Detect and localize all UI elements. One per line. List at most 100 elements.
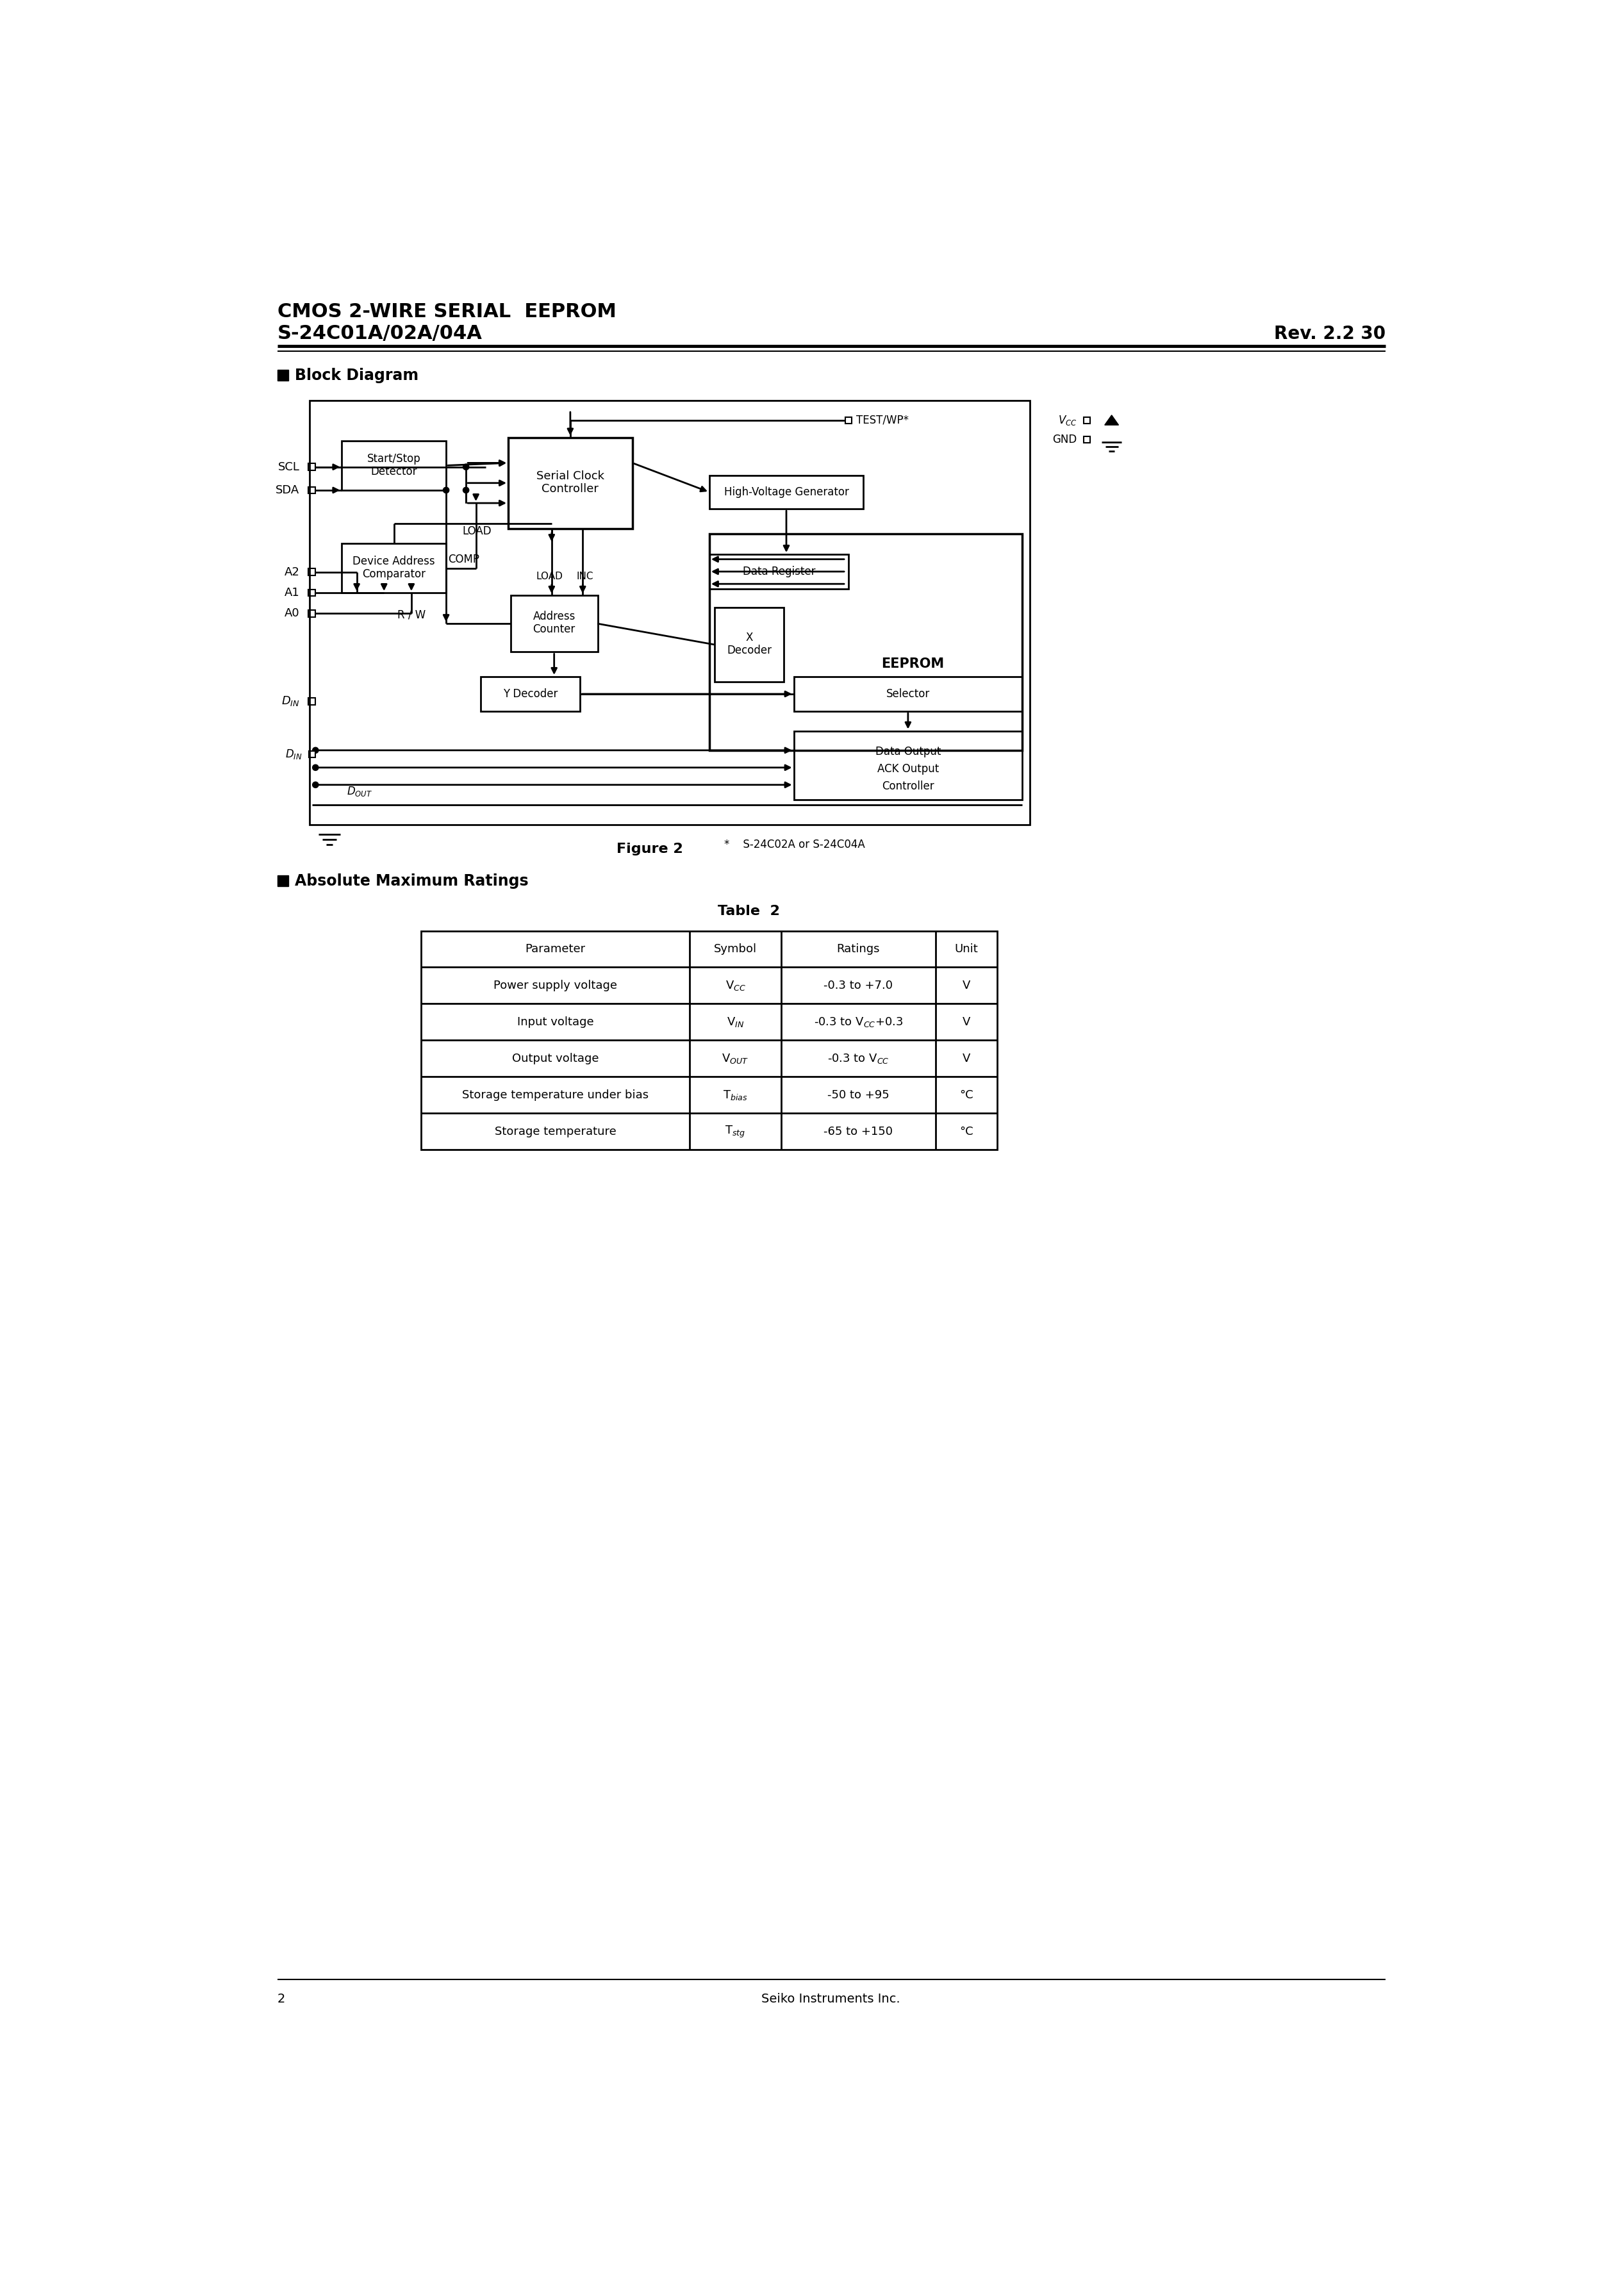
Text: Output voltage: Output voltage — [513, 1054, 599, 1065]
Bar — [422, 930, 998, 1150]
Circle shape — [313, 783, 318, 788]
Text: Controller: Controller — [882, 781, 934, 792]
Text: Comparator: Comparator — [362, 569, 425, 581]
Text: High-Voltage Generator: High-Voltage Generator — [723, 487, 848, 498]
Circle shape — [313, 765, 318, 771]
Text: X: X — [746, 631, 753, 643]
Text: Device Address: Device Address — [352, 556, 435, 567]
Bar — [709, 533, 1022, 751]
Bar — [793, 677, 1022, 712]
Text: Input voltage: Input voltage — [517, 1017, 594, 1029]
Text: SCL: SCL — [277, 461, 300, 473]
Bar — [310, 400, 1030, 824]
Text: COMP: COMP — [448, 553, 478, 565]
Bar — [793, 730, 1022, 799]
Text: V: V — [962, 1017, 970, 1029]
Text: S-24C01A/02A/04A: S-24C01A/02A/04A — [277, 324, 482, 342]
Text: INC: INC — [577, 572, 594, 581]
Text: V: V — [962, 1054, 970, 1065]
Polygon shape — [1105, 416, 1119, 425]
Text: Storage temperature under bias: Storage temperature under bias — [462, 1088, 649, 1100]
Bar — [1083, 418, 1090, 422]
Text: Table  2: Table 2 — [719, 905, 780, 918]
Text: GND: GND — [1053, 434, 1077, 445]
Bar — [511, 595, 597, 652]
Bar — [508, 436, 633, 528]
Text: Unit: Unit — [955, 944, 978, 955]
Text: R / W: R / W — [397, 608, 425, 620]
Circle shape — [462, 487, 469, 494]
Bar — [709, 553, 848, 588]
Text: SDA: SDA — [276, 484, 300, 496]
Text: V: V — [962, 980, 970, 992]
Text: LOAD: LOAD — [535, 572, 563, 581]
Bar — [308, 611, 316, 618]
Text: LOAD: LOAD — [462, 526, 491, 537]
Text: Seiko Instruments Inc.: Seiko Instruments Inc. — [762, 1993, 900, 2004]
Bar — [308, 751, 315, 758]
Text: CMOS 2-WIRE SERIAL  EEPROM: CMOS 2-WIRE SERIAL EEPROM — [277, 303, 616, 321]
Text: $D_{IN}$: $D_{IN}$ — [285, 748, 302, 760]
Text: Data Register: Data Register — [743, 565, 816, 576]
Text: V$_{OUT}$: V$_{OUT}$ — [722, 1052, 749, 1065]
Bar — [277, 370, 289, 381]
Text: Counter: Counter — [534, 625, 576, 636]
Bar — [308, 464, 316, 471]
Bar — [308, 569, 316, 576]
Text: Start/Stop: Start/Stop — [367, 452, 420, 464]
Circle shape — [443, 487, 449, 494]
Text: Block Diagram: Block Diagram — [295, 367, 418, 383]
Text: A2: A2 — [284, 567, 300, 579]
Text: Decoder: Decoder — [727, 645, 772, 657]
Text: A0: A0 — [284, 608, 300, 620]
Text: *    S-24C02A or S-24C04A: * S-24C02A or S-24C04A — [725, 838, 865, 850]
Text: Power supply voltage: Power supply voltage — [493, 980, 618, 992]
Text: 2: 2 — [277, 1993, 285, 2004]
Text: ACK Output: ACK Output — [878, 762, 939, 774]
Bar — [308, 590, 316, 597]
Text: -65 to +150: -65 to +150 — [824, 1125, 894, 1137]
Text: Y Decoder: Y Decoder — [503, 689, 558, 700]
Text: Parameter: Parameter — [526, 944, 586, 955]
Text: Address: Address — [534, 611, 576, 622]
Text: Detector: Detector — [371, 466, 417, 478]
Circle shape — [313, 746, 318, 753]
Text: $D_{IN}$: $D_{IN}$ — [281, 696, 300, 707]
Text: V$_{IN}$: V$_{IN}$ — [727, 1015, 744, 1029]
Text: $D_{OUT}$: $D_{OUT}$ — [347, 785, 373, 797]
Text: Figure 2: Figure 2 — [616, 843, 683, 856]
Bar — [342, 544, 446, 592]
Text: -0.3 to V$_{CC}$: -0.3 to V$_{CC}$ — [827, 1052, 889, 1065]
Text: °C: °C — [960, 1125, 973, 1137]
Text: Serial Clock: Serial Clock — [537, 471, 605, 482]
Text: Data Output: Data Output — [876, 746, 941, 758]
Bar — [277, 875, 289, 886]
Bar — [480, 677, 581, 712]
Circle shape — [462, 464, 469, 471]
Bar — [845, 418, 852, 422]
Text: T$_{stg}$: T$_{stg}$ — [725, 1125, 746, 1139]
Bar — [714, 608, 783, 682]
Text: $V_{CC}$: $V_{CC}$ — [1058, 413, 1077, 427]
Text: T$_{bias}$: T$_{bias}$ — [723, 1088, 748, 1102]
Text: V$_{CC}$: V$_{CC}$ — [725, 978, 746, 992]
Text: -50 to +95: -50 to +95 — [827, 1088, 889, 1100]
Text: Storage temperature: Storage temperature — [495, 1125, 616, 1137]
Text: Controller: Controller — [542, 482, 599, 494]
Bar — [308, 698, 316, 705]
Text: Ratings: Ratings — [837, 944, 881, 955]
Text: Absolute Maximum Ratings: Absolute Maximum Ratings — [295, 872, 529, 889]
Text: A1: A1 — [284, 588, 300, 599]
Text: -0.3 to V$_{CC}$+0.3: -0.3 to V$_{CC}$+0.3 — [814, 1015, 903, 1029]
Text: Selector: Selector — [886, 689, 929, 700]
Text: °C: °C — [960, 1088, 973, 1100]
Bar — [342, 441, 446, 489]
Text: -0.3 to +7.0: -0.3 to +7.0 — [824, 980, 894, 992]
Text: Rev. 2.2 30: Rev. 2.2 30 — [1273, 324, 1385, 342]
Text: Symbol: Symbol — [714, 944, 757, 955]
Text: TEST/WP*: TEST/WP* — [856, 413, 908, 425]
Bar — [308, 487, 316, 494]
Bar — [1083, 436, 1090, 443]
Bar — [709, 475, 863, 510]
Text: EEPROM: EEPROM — [881, 657, 944, 670]
